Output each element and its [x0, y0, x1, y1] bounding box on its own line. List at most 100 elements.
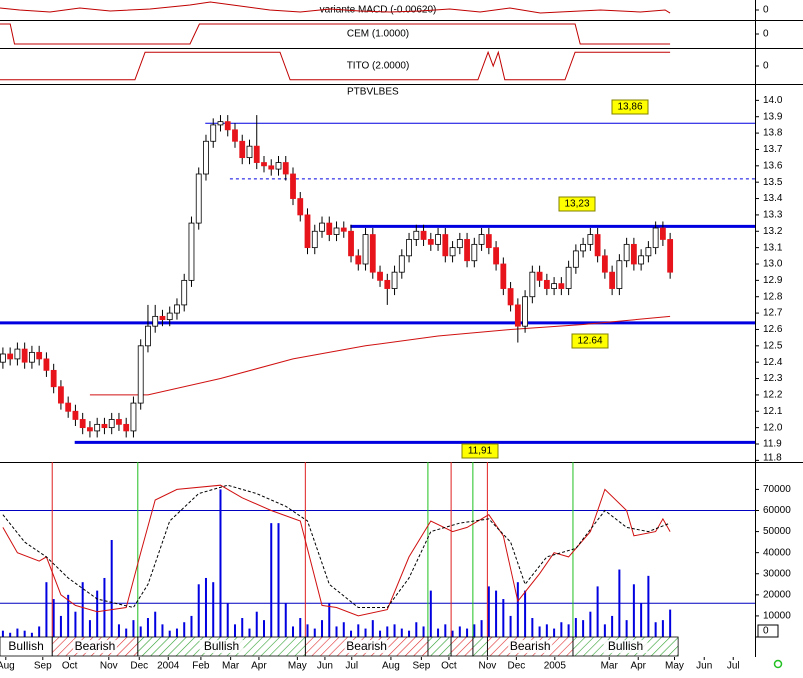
- candle-body: [43, 358, 50, 371]
- y-tick-label: 10000: [763, 611, 791, 622]
- candle-body: [268, 165, 275, 170]
- volume-bar: [299, 618, 302, 637]
- volume-bar: [603, 624, 606, 637]
- candle-body: [203, 140, 209, 175]
- series-line: [0, 23, 671, 45]
- volume-bar: [640, 603, 643, 637]
- x-tick-label: Aug: [382, 661, 400, 672]
- volume-bar: [226, 603, 229, 637]
- candle-body: [195, 173, 202, 224]
- volume-bar: [661, 620, 664, 637]
- candle-body: [217, 121, 224, 126]
- volume-bar: [466, 628, 469, 637]
- volume-bar: [88, 620, 91, 637]
- volume-bar: [408, 630, 411, 637]
- volume-bar: [161, 624, 164, 637]
- candle-body: [551, 283, 558, 289]
- y-tick-label: 12.9: [763, 275, 783, 286]
- level-label: 13,23: [564, 199, 589, 210]
- candle-body: [261, 162, 267, 167]
- strip-label-bg: [344, 640, 389, 653]
- candle-body: [137, 345, 144, 404]
- candle-body: [65, 402, 72, 412]
- x-tick-label: Jun: [317, 661, 333, 672]
- volume-bar: [45, 582, 48, 637]
- strip-label: Bullish: [204, 639, 239, 653]
- volume-bar: [625, 620, 628, 637]
- y-tick-label: 13.0: [763, 259, 783, 270]
- candle-body: [616, 260, 623, 289]
- candle-body: [580, 243, 587, 252]
- volume-bar: [611, 615, 614, 637]
- volume-bar: [233, 624, 236, 637]
- strip-label: Bullish: [8, 639, 43, 653]
- candle-body: [304, 214, 311, 249]
- candle-body: [514, 304, 521, 327]
- volume-bar: [582, 620, 585, 637]
- volume-bar: [553, 628, 556, 637]
- panel-title: TITO (2.0000): [347, 61, 410, 72]
- strip-label-bg: [603, 640, 648, 653]
- volume-bar: [654, 622, 657, 637]
- volume-bar: [647, 575, 650, 637]
- x-tick-label: Apr: [630, 661, 646, 672]
- x-tick-label: Jun: [696, 661, 712, 672]
- y-tick-label: 0: [763, 5, 769, 16]
- y-tick-label: 13.3: [763, 210, 783, 221]
- x-tick-label: Dec: [130, 661, 148, 672]
- y-tick-label: 12.6: [763, 324, 783, 335]
- volume-bar: [545, 624, 548, 637]
- candle-body: [384, 279, 391, 289]
- candle-body: [667, 239, 674, 273]
- y-tick-label: 13.2: [763, 226, 783, 237]
- volume-bar: [270, 523, 273, 637]
- y-tick-label: 12.7: [763, 308, 783, 319]
- y-tick-label: 0: [763, 61, 769, 72]
- x-tick-label: Sep: [412, 661, 430, 672]
- candle-body: [659, 227, 666, 240]
- x-tick-label: 2005: [544, 661, 567, 672]
- candle-body: [406, 239, 412, 257]
- y-tick-label: 12.5: [763, 340, 783, 351]
- volume-bar: [669, 609, 672, 637]
- candle-body: [232, 129, 238, 142]
- volume-bar: [74, 611, 77, 637]
- volume-bar: [146, 618, 149, 637]
- volume-bar: [379, 630, 382, 637]
- y-tick-label: 12.4: [763, 357, 783, 368]
- x-tick-label: Sep: [34, 661, 52, 672]
- candle-body: [601, 255, 608, 273]
- volume-bar: [219, 489, 222, 637]
- volume-bar: [9, 632, 12, 637]
- volume-bar: [38, 626, 41, 637]
- y-tick-label: 40000: [763, 547, 791, 558]
- volume-bar: [589, 611, 592, 637]
- candle-body: [123, 423, 130, 432]
- volume-bar: [321, 620, 324, 637]
- y-tick-label: 13.8: [763, 128, 783, 139]
- volume-bar: [16, 628, 19, 637]
- volume-bar: [335, 626, 338, 637]
- zero-box: [757, 624, 779, 638]
- volume-bar: [204, 577, 207, 637]
- volume-bar: [386, 626, 389, 637]
- level-label: 11,91: [468, 446, 493, 457]
- candle-body: [275, 162, 282, 170]
- candle-body: [645, 247, 652, 257]
- signal-strip: [450, 636, 474, 657]
- panel-title: CEM (1.0000): [347, 29, 409, 40]
- candle-body: [558, 283, 565, 289]
- candle-body: [456, 239, 463, 249]
- candle-body: [210, 124, 217, 142]
- candle-body: [609, 271, 616, 289]
- volume-bar: [415, 622, 418, 637]
- candle-body: [362, 234, 369, 265]
- candle-body: [58, 386, 64, 404]
- volume-bar: [277, 523, 280, 637]
- volume-bar: [175, 628, 178, 637]
- volume-bar: [52, 599, 55, 637]
- y-tick-label: 30000: [763, 568, 791, 579]
- volume-bar: [110, 540, 113, 637]
- y-tick-label: 11.8: [763, 453, 782, 464]
- volume-bar: [190, 615, 193, 637]
